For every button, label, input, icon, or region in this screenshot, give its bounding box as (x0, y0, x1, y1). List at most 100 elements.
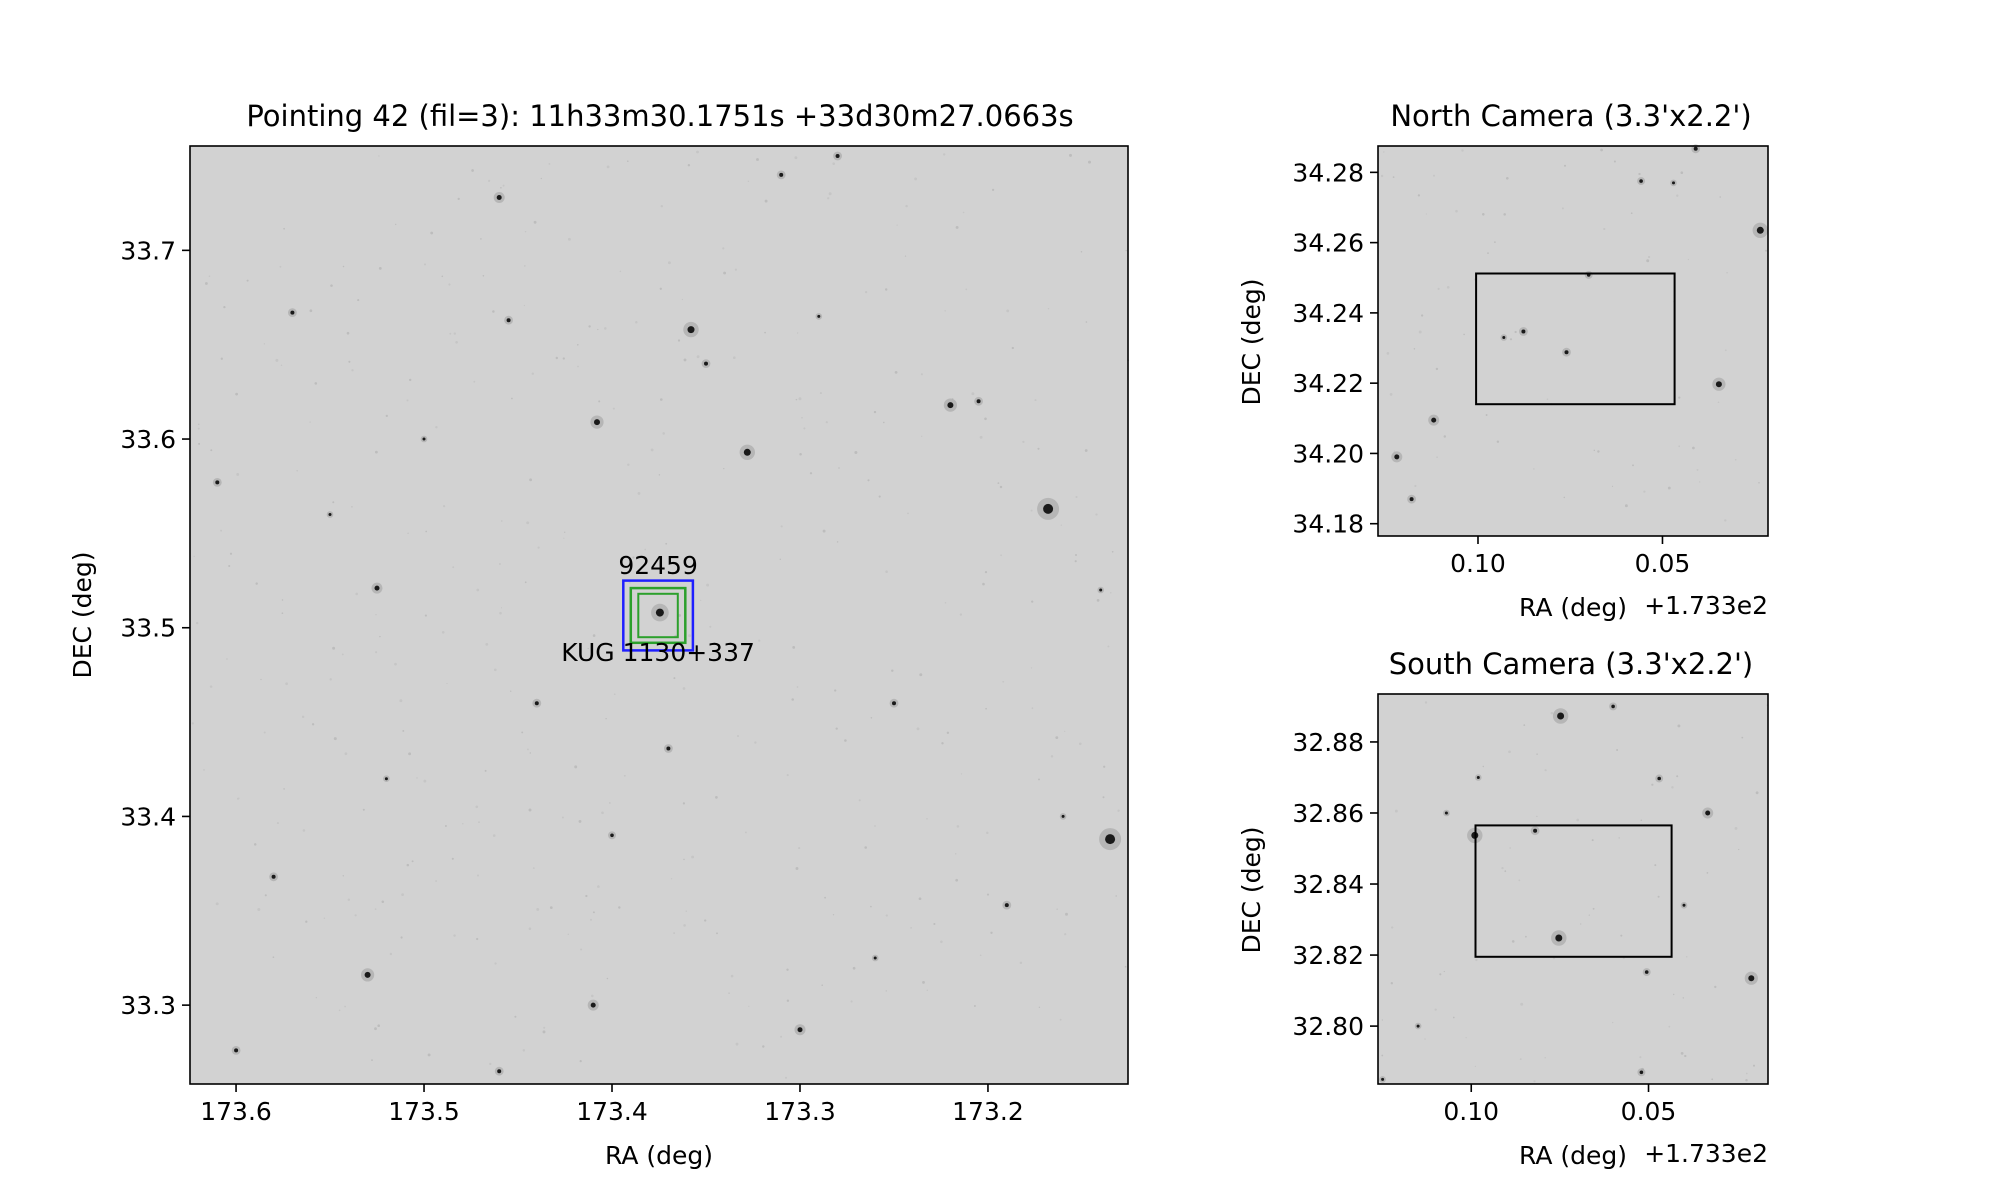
y-tick-label: 32.82 (1292, 941, 1364, 970)
noise-speck (1019, 961, 1023, 965)
noise-speck (471, 169, 474, 172)
main-image-texture (191, 150, 1130, 1079)
north-panel: North Camera (3.3'x2.2') 0.10 0.05 34.183… (1237, 99, 1769, 622)
noise-speck (597, 885, 600, 888)
noise-speck (587, 647, 589, 650)
noise-speck (1034, 399, 1037, 402)
source-point (1409, 497, 1414, 502)
noise-speck (446, 682, 448, 685)
noise-speck (223, 305, 226, 309)
source-point (797, 1027, 803, 1033)
source-point (1533, 828, 1538, 833)
noise-speck (1446, 285, 1450, 289)
noise-speck (990, 931, 993, 934)
noise-speck (1734, 458, 1737, 461)
noise-speck (347, 898, 351, 902)
noise-speck (940, 940, 943, 944)
noise-speck (323, 917, 326, 919)
noise-speck (1069, 153, 1072, 157)
noise-speck (1084, 449, 1088, 452)
noise-speck (521, 731, 524, 734)
noise-speck (272, 956, 275, 959)
noise-speck (1685, 956, 1688, 958)
noise-speck (1392, 176, 1395, 178)
noise-speck (1383, 151, 1385, 153)
noise-speck (678, 613, 682, 617)
noise-speck (870, 717, 873, 719)
noise-speck (592, 911, 595, 914)
north-x-axis-label: RA (deg) (1519, 593, 1627, 622)
noise-speck (803, 427, 806, 430)
noise-speck (208, 275, 211, 278)
noise-speck (1030, 667, 1033, 669)
footprint-rectangle (1475, 272, 1676, 406)
noise-speck (523, 265, 526, 267)
noise-speck (959, 613, 963, 616)
noise-speck (408, 378, 412, 382)
source-point (1004, 903, 1009, 908)
main-annotations: 92459 KUG 1130+337 (561, 551, 755, 667)
source-point (892, 701, 896, 706)
noise-speck (1103, 765, 1106, 768)
noise-speck (659, 398, 663, 401)
noise-speck (954, 853, 957, 855)
noise-speck (562, 357, 565, 360)
noise-speck (1696, 468, 1699, 471)
noise-speck (478, 821, 480, 824)
noise-speck (1002, 680, 1005, 683)
y-tick-label: 32.88 (1292, 728, 1364, 757)
y-tick-label: 34.24 (1292, 299, 1364, 328)
noise-speck (1418, 330, 1422, 334)
noise-speck (193, 555, 195, 558)
noise-speck (362, 808, 365, 811)
noise-speck (475, 805, 479, 809)
noise-speck (764, 199, 768, 203)
noise-speck (1673, 993, 1675, 996)
source-point (215, 480, 220, 485)
noise-speck (1037, 447, 1040, 450)
noise-speck (999, 485, 1003, 489)
noise-speck (914, 177, 918, 181)
noise-speck (858, 799, 861, 802)
noise-speck (1745, 1072, 1748, 1075)
noise-speck (205, 282, 208, 285)
noise-speck (332, 646, 336, 650)
noise-speck (1111, 550, 1114, 553)
noise-speck (735, 1042, 739, 1046)
source-point (1502, 336, 1506, 339)
noise-speck (732, 356, 736, 360)
noise-speck (762, 1045, 765, 1048)
noise-speck (526, 521, 530, 525)
noise-speck (809, 472, 813, 475)
noise-speck (1717, 401, 1720, 404)
noise-speck (1420, 314, 1424, 317)
noise-speck (650, 448, 654, 452)
noise-speck (1393, 450, 1396, 452)
noise-speck (683, 358, 687, 362)
source-point (655, 608, 664, 617)
noise-speck (754, 741, 757, 744)
galaxy-name-label: KUG 1130+337 (561, 638, 755, 667)
north-title: North Camera (3.3'x2.2') (1390, 99, 1751, 133)
noise-speck (1425, 213, 1428, 215)
noise-speck (1006, 309, 1010, 313)
noise-speck (427, 1053, 431, 1057)
noise-speck (716, 932, 718, 935)
noise-speck (864, 290, 868, 294)
noise-speck (1518, 879, 1521, 882)
noise-speck (276, 822, 279, 825)
source-point (947, 402, 954, 409)
noise-speck (484, 769, 487, 772)
y-tick-label: 34.28 (1292, 158, 1364, 187)
noise-speck (1059, 1018, 1062, 1021)
south-x-offset-text: +1.733e2 (1644, 1139, 1768, 1168)
noise-speck (747, 180, 750, 183)
noise-speck (203, 769, 205, 771)
noise-speck (500, 186, 502, 189)
noise-speck (1038, 778, 1040, 781)
noise-speck (1078, 742, 1082, 746)
noise-speck (1117, 809, 1120, 812)
noise-speck (260, 678, 262, 681)
main-title: Pointing 42 (fil=3): 11h33m30.1751s +33d… (246, 99, 1073, 133)
noise-speck (453, 332, 456, 335)
